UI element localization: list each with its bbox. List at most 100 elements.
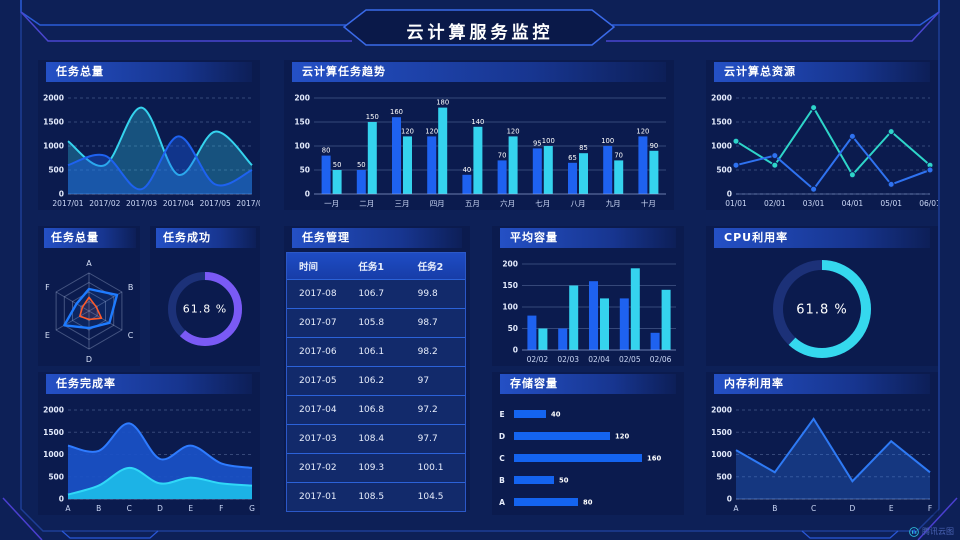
tasks-total-area-chart[interactable]: 0 500 1000 1500 2000 2017/01 2017/02 2017/03 201…: [38, 86, 260, 210]
svg-text:四月: 四月: [430, 199, 445, 208]
svg-text:02/05: 02/05: [619, 355, 641, 364]
panel-cpu-usage: CPU利用率 61.8 %: [706, 226, 938, 366]
table-row: 2017-02 109.3 100.1: [287, 453, 465, 482]
watermark-text: 腾讯云图: [922, 527, 954, 536]
svg-text:150: 150: [294, 118, 310, 127]
svg-text:B: B: [772, 504, 777, 513]
panel-task-table: 任务管理 时间 任务1 任务2 2017-08 106.7 99.8 2017-07 105.…: [284, 226, 470, 512]
svg-text:E: E: [499, 410, 504, 419]
task-completion-area-chart[interactable]: 0 500 1000 1500 2000 A B C D E F G: [38, 398, 260, 515]
svg-text:95: 95: [533, 139, 542, 147]
svg-text:C: C: [811, 504, 816, 513]
svg-text:40: 40: [551, 411, 561, 419]
panel-title-task-success: 任务成功: [156, 228, 256, 248]
table-row: 2017-05 106.2 97: [287, 366, 465, 395]
svg-text:160: 160: [647, 455, 661, 463]
svg-text:50: 50: [559, 477, 569, 485]
svg-text:2017/03: 2017/03: [126, 199, 157, 208]
cpu-usage-donut-chart[interactable]: 61.8 %: [706, 252, 938, 366]
task-success-donut-chart[interactable]: 61.8 %: [150, 252, 260, 366]
svg-text:1500: 1500: [43, 118, 64, 127]
svg-text:F: F: [928, 504, 932, 513]
svg-text:100: 100: [502, 303, 518, 312]
svg-text:E: E: [188, 504, 193, 513]
svg-text:A: A: [65, 504, 71, 513]
panel-title-memory: 内存利用率: [714, 374, 930, 394]
svg-text:02/04: 02/04: [588, 355, 610, 364]
svg-text:B: B: [499, 476, 505, 485]
total-resources-line-chart[interactable]: 0 500 1000 1500 2000 01/01 02/01 03/01 04/01 05/0…: [706, 86, 938, 210]
svg-text:180: 180: [436, 99, 449, 107]
svg-text:50: 50: [333, 161, 342, 169]
svg-text:140: 140: [471, 118, 484, 126]
svg-text:九月: 九月: [606, 199, 621, 208]
svg-text:04/01: 04/01: [842, 199, 864, 208]
svg-text:1000: 1000: [711, 142, 732, 151]
svg-text:E: E: [889, 504, 894, 513]
svg-text:500: 500: [716, 166, 732, 175]
panel-tasks-total: 任务总量 0 500 1000 1500 2000 2017/01 2017/02 2017/…: [38, 60, 260, 210]
svg-text:七月: 七月: [535, 199, 550, 208]
table-row: 2017-06 106.1 98.2: [287, 337, 465, 366]
svg-text:2000: 2000: [711, 94, 732, 103]
table-row: 2017-08 106.7 99.8: [287, 279, 465, 308]
page-title: 云计算服务监控: [406, 23, 554, 43]
svg-text:0: 0: [727, 495, 732, 504]
svg-text:70: 70: [498, 151, 507, 159]
task-trend-bar-chart[interactable]: 0 50 100 150 200 一月 二月 三月 四月 五月 六月 七月 八月 九月 十月 80 50 160 1…: [284, 86, 674, 210]
panel-title-avg-capacity: 平均容量: [500, 228, 676, 248]
svg-text:六月: 六月: [500, 198, 515, 208]
storage-hbar-chart[interactable]: E 40 D 120 C 160 B 50 A 80: [492, 398, 684, 515]
panel-avg-capacity: 平均容量 0 50 100 150 200 02/02 02/03 02/04 02/05 02/…: [492, 226, 684, 366]
tasks-radar-chart[interactable]: A B C D E F: [38, 252, 140, 366]
svg-text:70: 70: [614, 151, 623, 159]
panel-total-resources: 云计算总资源 0 500 1000 1500 2000 01/01 02/01 03/01 04…: [706, 60, 938, 210]
svg-text:C: C: [127, 504, 132, 513]
panel-memory: 内存利用率 0 500 1000 1500 2000 A B C D E F: [706, 372, 938, 515]
svg-text:40: 40: [463, 166, 472, 174]
avg-capacity-bar-chart[interactable]: 0 50 100 150 200 02/02 02/03 02/04 02/05 02/06: [492, 252, 684, 366]
svg-text:0: 0: [59, 495, 64, 504]
svg-text:80: 80: [583, 499, 593, 507]
panel-title-total-resources: 云计算总资源: [714, 62, 930, 82]
panel-task-completion: 任务完成率 0 500 1000 1500 2000 A B C D E F G: [38, 372, 260, 515]
memory-line-chart[interactable]: 0 500 1000 1500 2000 A B C D E F: [706, 398, 938, 515]
svg-text:一月: 一月: [324, 199, 339, 208]
svg-text:2017/02: 2017/02: [89, 199, 120, 208]
svg-text:A: A: [86, 259, 92, 268]
table-row: 2017-03 108.4 97.7: [287, 424, 465, 453]
svg-text:2000: 2000: [43, 94, 64, 103]
svg-text:三月: 三月: [395, 199, 410, 208]
svg-text:05/01: 05/01: [880, 199, 902, 208]
svg-text:100: 100: [542, 137, 555, 145]
svg-text:500: 500: [48, 472, 64, 481]
panel-title-tasks-total-radar: 任务总量: [44, 228, 136, 248]
panel-title-tasks-total: 任务总量: [46, 62, 252, 82]
table-header-row: 时间 任务1 任务2: [287, 253, 465, 279]
svg-text:85: 85: [579, 144, 588, 152]
panel-title-cpu-usage: CPU利用率: [714, 228, 930, 248]
task-table: 时间 任务1 任务2 2017-08 106.7 99.8 2017-07 105.8 98.7…: [286, 252, 466, 512]
svg-text:90: 90: [650, 142, 659, 150]
svg-text:B: B: [96, 504, 101, 513]
svg-text:1000: 1000: [43, 450, 64, 459]
svg-text:80: 80: [322, 147, 331, 155]
svg-text:50: 50: [357, 161, 366, 169]
svg-text:2017/05: 2017/05: [200, 199, 231, 208]
svg-text:03/01: 03/01: [803, 199, 825, 208]
svg-text:F: F: [219, 504, 223, 513]
svg-text:D: D: [157, 504, 163, 513]
svg-text:120: 120: [507, 127, 520, 135]
svg-text:D: D: [499, 432, 505, 441]
svg-text:02/06: 02/06: [650, 355, 672, 364]
svg-text:F: F: [45, 283, 50, 292]
svg-text:120: 120: [615, 433, 629, 441]
svg-text:2000: 2000: [43, 406, 64, 415]
table-row: 2017-04 106.8 97.2: [287, 395, 465, 424]
svg-text:150: 150: [502, 281, 518, 290]
svg-text:61.8 %: 61.8 %: [183, 303, 227, 316]
table-row: 2017-07 105.8 98.7: [287, 308, 465, 337]
watermark-icon: [909, 526, 919, 537]
svg-text:100: 100: [601, 137, 614, 145]
svg-text:1000: 1000: [43, 142, 64, 151]
